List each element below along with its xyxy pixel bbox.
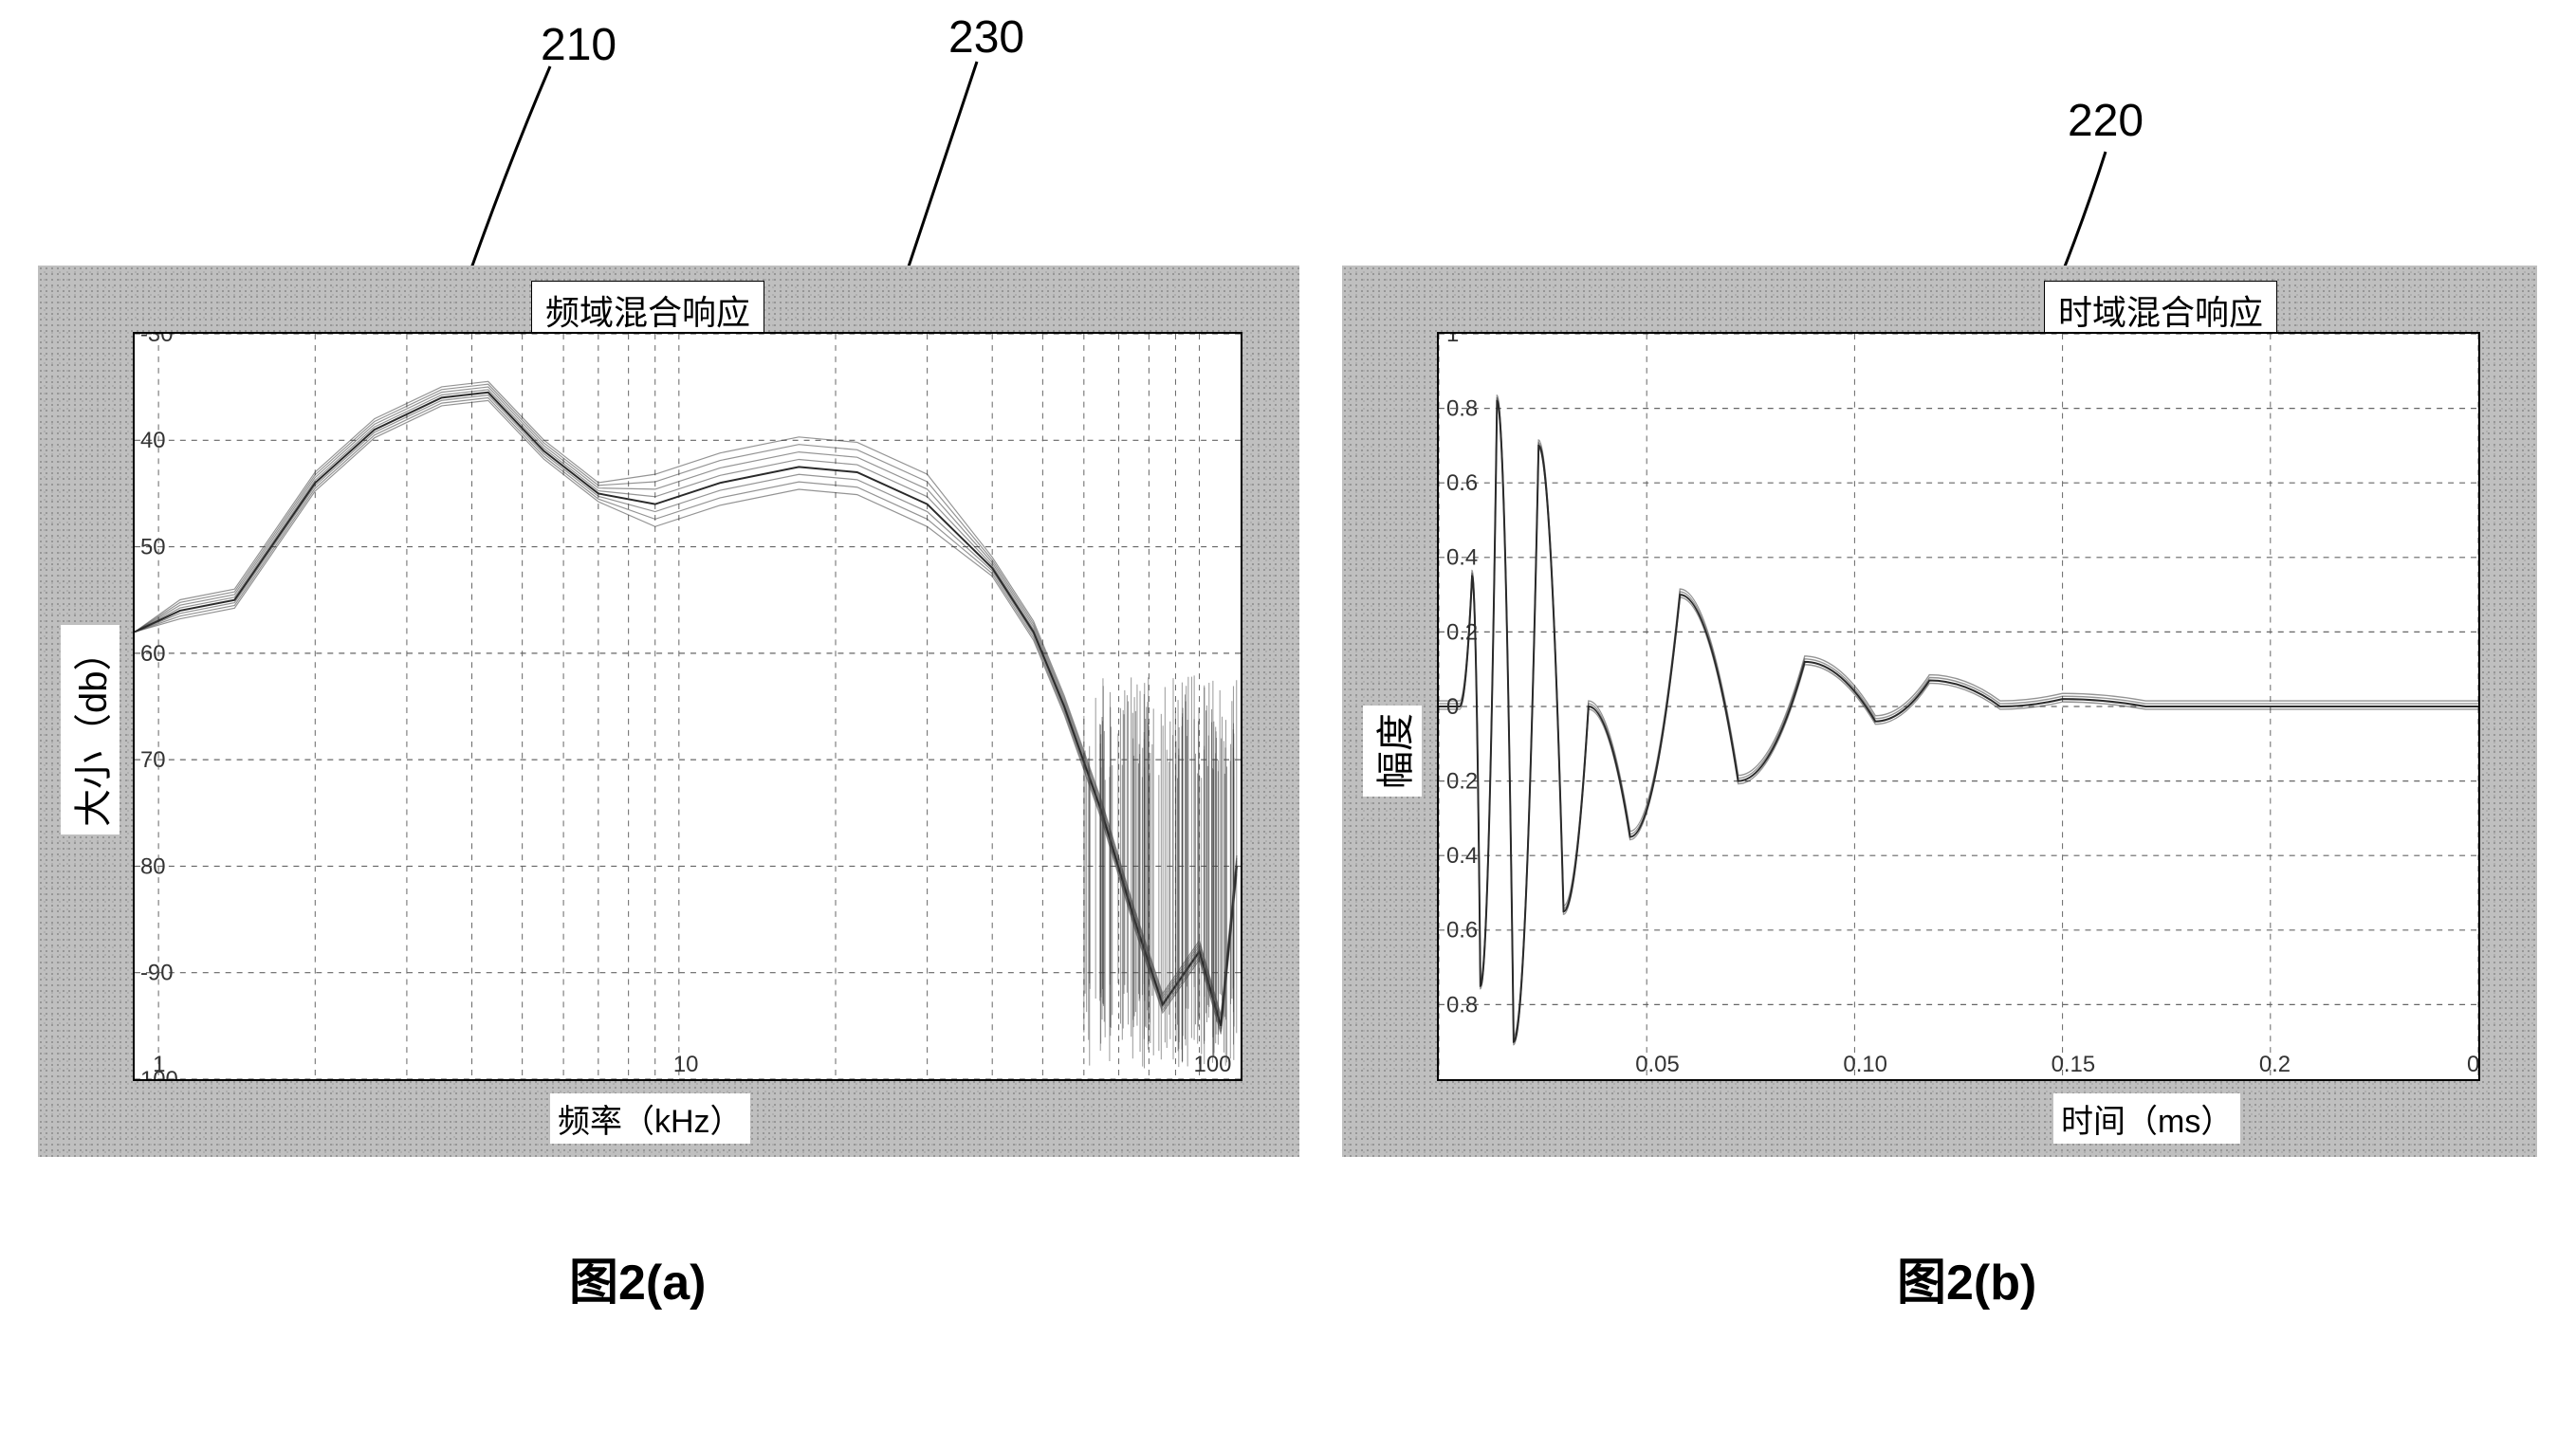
svg-text:0.2: 0.2: [2259, 1052, 2291, 1077]
panel-a-ylabel: 大小（db）: [61, 626, 120, 835]
svg-text:10: 10: [673, 1052, 699, 1077]
panel-a-title: 频域混合响应: [531, 281, 764, 339]
svg-text:70: 70: [140, 747, 166, 773]
figure-caption-a: 图2(a): [569, 1242, 706, 1313]
figure-caption-b: 图2(b): [1897, 1242, 2036, 1313]
svg-text:40: 40: [140, 428, 166, 453]
svg-text:0.4: 0.4: [1446, 843, 1478, 869]
panel-b-xlabel: 时间（ms）: [2053, 1093, 2240, 1144]
svg-text:0.05: 0.05: [1635, 1052, 1680, 1077]
panel-b-ylabel: 幅度: [1363, 706, 1422, 797]
svg-text:0.2: 0.2: [1446, 619, 1478, 645]
panel-b-plot-area: 10.80.60.40.200.20.40.60.800.050.100.150…: [1437, 332, 2480, 1081]
svg-text:0.6: 0.6: [1446, 918, 1478, 944]
svg-text:1: 1: [153, 1052, 165, 1077]
svg-text:-90: -90: [140, 961, 174, 986]
panel-a-xlabel: 频率（kHz）: [550, 1093, 750, 1144]
svg-text:0.15: 0.15: [2052, 1052, 2096, 1077]
svg-text:50: 50: [140, 535, 166, 560]
panel-b: 时域混合响应 幅度 时间（ms） 1 0.8 0.6 0.4 0.2 0 0.2 0.4 0.6…: [1342, 266, 2537, 1157]
callout-220: 220: [2068, 95, 2144, 147]
panel-a-plot-area: -304050607080-90100110100: [133, 332, 1242, 1081]
svg-text:-30: -30: [140, 334, 174, 347]
panel-b-title: 时域混合响应: [2044, 281, 2277, 339]
panel-a: 频域混合响应 大小（db） 频率（kHz） -30 40 50 60 70 80 -90 10…: [38, 266, 1299, 1157]
svg-text:0: 0: [1439, 1052, 1440, 1077]
svg-text:0.8: 0.8: [1446, 992, 1478, 1018]
svg-text:0.6: 0.6: [1446, 470, 1478, 496]
svg-text:60: 60: [140, 641, 166, 667]
panel-a-svg: -304050607080-90100110100: [135, 334, 1241, 1079]
svg-text:80: 80: [140, 853, 166, 879]
svg-text:0.10: 0.10: [1843, 1052, 1887, 1077]
panel-b-svg: 10.80.60.40.200.20.40.60.800.050.100.150…: [1439, 334, 2478, 1079]
svg-text:0.25: 0.25: [2467, 1052, 2478, 1077]
svg-text:0.4: 0.4: [1446, 545, 1478, 571]
svg-text:0.8: 0.8: [1446, 396, 1478, 422]
svg-text:0.2: 0.2: [1446, 769, 1478, 795]
svg-text:1: 1: [1446, 334, 1459, 347]
